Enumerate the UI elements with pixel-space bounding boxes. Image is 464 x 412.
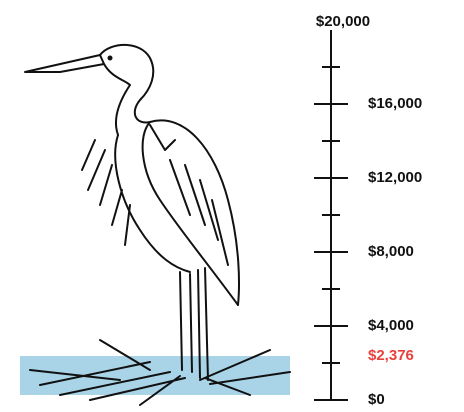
- tick-label: $16,000: [368, 95, 422, 112]
- tick-label: $12,000: [368, 169, 422, 186]
- tick-label: $4,000: [368, 317, 414, 334]
- chart: $0 $4,000 $8,000 $12,000 $16,000 $20,000 $2,37…: [0, 0, 464, 412]
- value-label: $2,376: [368, 347, 414, 364]
- tick-label: $0: [368, 391, 385, 408]
- tick-label: $8,000: [368, 243, 414, 260]
- heron-illustration: [25, 45, 290, 405]
- tick-label: $20,000: [316, 13, 370, 30]
